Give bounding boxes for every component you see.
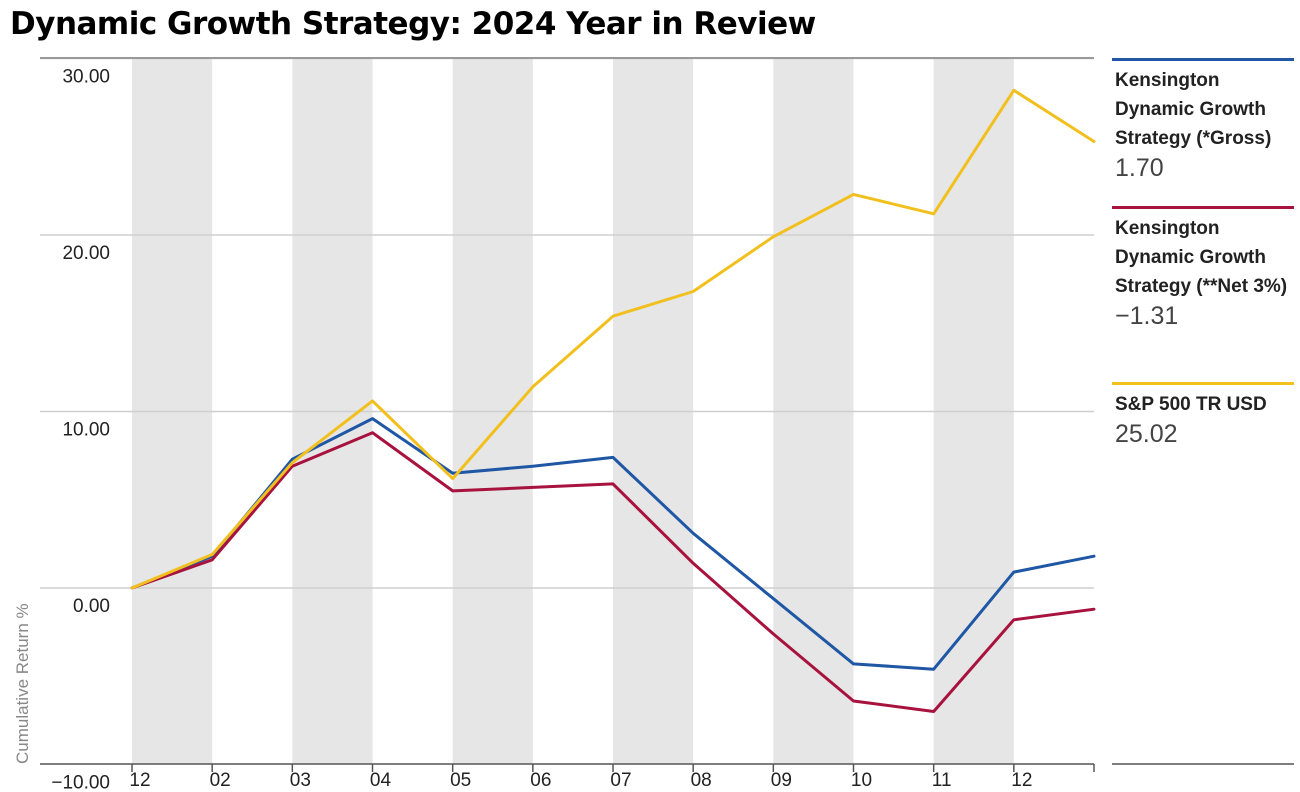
x-tick-label: 05 (450, 770, 471, 791)
legend-item-sp500: S&P 500 TR USD 25.02 (1112, 382, 1295, 449)
legend-value-sp500: 25.02 (1115, 420, 1178, 448)
chart-title: Dynamic Growth Strategy: 2024 Year in Re… (10, 6, 816, 42)
legend-name-sp500: S&P 500 TR USD (1115, 394, 1267, 415)
x-tick-label: 07 (610, 770, 631, 791)
y-tick-label: 0.00 (73, 596, 110, 617)
x-tick-label: 09 (771, 770, 792, 791)
legend-line-gross (1112, 58, 1294, 61)
y-tick-label: −10.00 (51, 773, 110, 792)
legend-value-net: −1.31 (1115, 302, 1179, 330)
series-lines (130, 88, 1096, 713)
series-line-2 (130, 88, 1096, 590)
x-tick-label: 06 (530, 770, 551, 791)
legend-line-net (1112, 206, 1294, 209)
x-tick-label: 02 (210, 770, 231, 791)
y-axis-ticks: 30.00 20.00 10.00 0.00 −10.00 (51, 67, 110, 792)
y-tick-label: 30.00 (62, 67, 110, 88)
x-axis-ticks: 12 02 03 04 05 06 07 08 09 10 11 12 (129, 764, 1095, 791)
x-tick-label: 12 (129, 770, 150, 791)
y-axis-label: Cumulative Return % (13, 603, 32, 764)
x-tick-label: 12 (1011, 770, 1032, 791)
legend-value-gross: 1.70 (1115, 154, 1164, 182)
x-tick-label: 10 (851, 770, 872, 791)
x-tick-label: 08 (691, 770, 712, 791)
legend-name-gross: Kensington Dynamic Growth Strategy (*Gro… (1115, 70, 1272, 149)
legend-name-net: Kensington Dynamic Growth Strategy (**Ne… (1115, 218, 1288, 297)
y-tick-label: 20.00 (62, 243, 110, 264)
series-line-0 (130, 417, 1096, 671)
x-tick-label: 11 (932, 770, 952, 791)
legend-line-sp500 (1112, 382, 1294, 385)
y-tick-label: 10.00 (62, 420, 110, 441)
legend-item-net: Kensington Dynamic Growth Strategy (**Ne… (1112, 206, 1295, 331)
legend-item-gross: Kensington Dynamic Growth Strategy (*Gro… (1112, 58, 1295, 183)
x-tick-label: 04 (370, 770, 392, 791)
grid-lines (40, 57, 1294, 765)
series-line-1 (130, 431, 1096, 713)
x-tick-label: 03 (290, 770, 311, 791)
